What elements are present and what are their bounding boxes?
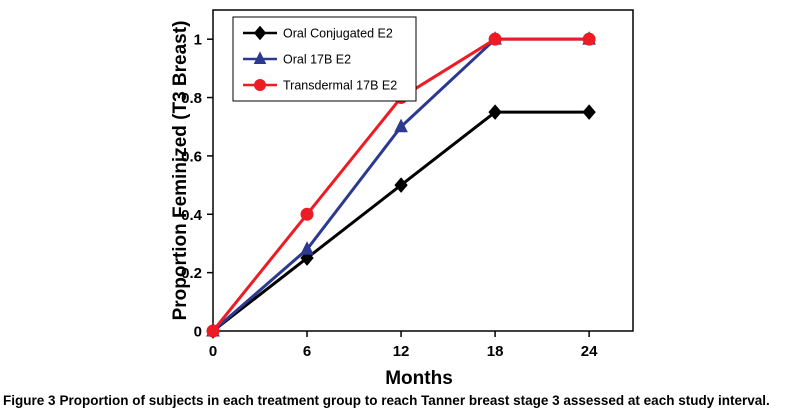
legend-label-oral-conjugated-e2: Oral Conjugated E2	[283, 27, 393, 41]
y-axis-label: Proportion Feminized (T3 Breast)	[170, 21, 191, 321]
figure-caption-label: Figure 3	[3, 392, 56, 408]
chart-svg: 0 0.2 0.4 0.6 0.8 1 0 6 12 18 24 Months Proportion F…	[170, 9, 634, 389]
series-marker-oral-conjugated-e2	[582, 104, 596, 120]
y-tick-label: 0.2	[181, 265, 202, 282]
x-tick-label: 12	[393, 343, 410, 360]
x-tick-label: 18	[487, 343, 504, 360]
legend-label-transdermal-17b-e2: Transdermal 17B E2	[283, 79, 397, 93]
figure-caption-text: Proportion of subjects in each treatment…	[59, 392, 770, 408]
series-marker-transdermal-17b-e2	[488, 32, 502, 46]
series-marker-transdermal-17b-e2	[206, 324, 220, 338]
y-tick-label: 0.6	[181, 148, 202, 165]
series-marker-oral-conjugated-e2	[488, 104, 502, 120]
series-marker-oral-17b-e2	[300, 241, 314, 255]
series-marker-oral-conjugated-e2	[300, 250, 314, 266]
legend-marker-transdermal-17b-e2	[254, 79, 266, 91]
series-marker-transdermal-17b-e2	[300, 207, 314, 221]
series-marker-oral-17b-e2	[394, 118, 408, 133]
series-marker-oral-conjugated-e2	[394, 177, 408, 193]
y-tick-label: 0.8	[181, 90, 202, 107]
y-tick-label: 0.4	[181, 207, 203, 224]
chart-area: 0 0.2 0.4 0.6 0.8 1 0 6 12 18 24 Months Proportion F…	[170, 9, 634, 389]
legend-label-oral-17b-e2: Oral 17B E2	[283, 53, 351, 67]
figure-caption: Figure 3 Proportion of subjects in each t…	[3, 393, 793, 409]
x-axis-label: Months	[385, 368, 453, 388]
x-tick-label: 6	[303, 343, 311, 360]
legend-marker-oral-conjugated-e2	[253, 25, 267, 41]
y-tick-label: 0	[194, 324, 202, 341]
legend-marker-oral-17b-e2	[253, 51, 267, 64]
x-tick-label: 0	[209, 343, 217, 360]
series-marker-transdermal-17b-e2	[582, 32, 596, 46]
y-tick-label: 1	[194, 32, 202, 49]
x-tick-label: 24	[581, 343, 598, 360]
